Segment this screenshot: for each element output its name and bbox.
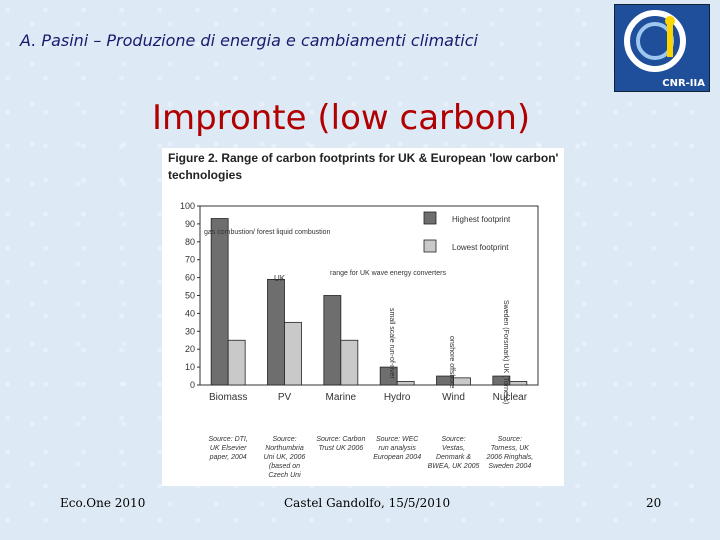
bar-lowest <box>340 339 359 386</box>
source-note: Source: Torness, UK 2006 Ringhals, Sweden 2… <box>485 436 533 470</box>
source-line: Denmark & <box>436 454 471 461</box>
annotation: Sweden (Forsmark) UK (Torness) <box>502 300 509 404</box>
source-line: Source: <box>498 436 522 443</box>
source-note: Source: DTI, UK Elsevier paper, 2004 <box>209 436 248 461</box>
y-tick-label: 80 <box>185 237 195 247</box>
annotation: UK <box>274 274 286 283</box>
source-line: BWEA, UK 2005 <box>428 463 480 470</box>
source-line: Torness, UK <box>491 445 530 452</box>
x-tick-label: Hydro <box>384 392 411 403</box>
source-line: Czech Uni <box>268 472 301 479</box>
source-line: Source: WEC <box>376 436 419 443</box>
legend-swatch <box>423 239 437 253</box>
y-tick-label: 10 <box>185 362 195 372</box>
y-tick-label: 70 <box>185 255 195 265</box>
source-line: run analysis <box>378 445 416 452</box>
source-line: Source: <box>272 436 296 443</box>
source-line: Source: Carbon <box>316 436 365 443</box>
source-line: Vestas, <box>442 445 465 452</box>
source-note: Source: Vestas, Denmark & BWEA, UK 2005 <box>428 436 480 470</box>
chart-title: Figure 2. Range of carbon footprints for… <box>168 151 559 182</box>
source-note: Source: Northumbria Uni UK, 2006 (based on C… <box>264 436 306 479</box>
source-line: Sweden 2004 <box>488 463 531 470</box>
source-line: paper, 2004 <box>209 454 247 461</box>
source-note: Source: Carbon Trust UK 2006 <box>316 436 365 452</box>
footer-left: Eco.One 2010 <box>60 496 146 510</box>
bar-lowest <box>284 321 302 386</box>
source-line: 2006 Ringhals, <box>485 454 533 461</box>
x-tick-label: Wind <box>442 392 465 403</box>
source-line: Source: <box>441 436 465 443</box>
y-tick-label: 0 <box>190 380 195 390</box>
source-line: Source: DTI, <box>209 436 248 443</box>
cnr-iia-logo: CNR-IIA <box>614 4 710 92</box>
footer-center: Castel Gandolfo, 15/5/2010 <box>284 496 451 510</box>
annotation: gas combustion/ forest liquid combustion <box>204 229 331 236</box>
bar-highest <box>492 375 511 386</box>
y-tick-label: 20 <box>185 344 195 354</box>
bar-highest <box>267 278 285 386</box>
source-line: UK Elsevier <box>210 445 247 452</box>
page-number: 20 <box>646 496 662 510</box>
bar-lowest <box>453 377 471 386</box>
x-tick-label: PV <box>278 392 292 403</box>
logo-text: CNR-IIA <box>662 78 705 89</box>
y-tick-label: 30 <box>185 326 195 336</box>
source-note: Source: WEC run analysis European 2004 <box>373 436 421 461</box>
bar-highest <box>210 218 229 386</box>
y-tick-label: 50 <box>185 291 195 301</box>
bar-chart: 0 10 20 30 40 50 60 70 80 90 100 Biomass PV Marine Hyd… <box>180 201 539 479</box>
chart-figure: Figure 2. Range of carbon footprints for… <box>162 148 564 486</box>
y-tick-label: 90 <box>185 219 195 229</box>
header-title: A. Pasini – Produzione di energia e camb… <box>20 31 478 50</box>
bar-highest <box>379 366 398 386</box>
annotation: small scale run-of-river <box>388 308 395 379</box>
bar-lowest <box>509 381 528 386</box>
bar-lowest <box>396 381 415 386</box>
legend-label: Lowest footprint <box>452 243 509 252</box>
y-tick-label: 100 <box>180 201 195 211</box>
x-tick-label: Nuclear <box>493 392 528 403</box>
source-line: Northumbria <box>265 445 304 452</box>
source-line: (based on <box>269 463 300 470</box>
source-line: Trust UK 2006 <box>319 445 364 452</box>
logo-emblem-icon <box>624 10 686 72</box>
source-line: Uni UK, 2006 <box>264 454 306 461</box>
y-tick-label: 60 <box>185 273 195 283</box>
annotation: onshore offshore <box>448 336 455 389</box>
annotation: range for UK wave energy converters <box>330 270 446 277</box>
legend-swatch <box>423 211 437 225</box>
x-tick-label: Marine <box>326 392 357 403</box>
bar-highest <box>323 295 342 386</box>
source-line: European 2004 <box>373 454 421 461</box>
x-tick-label: Biomass <box>209 392 247 403</box>
bar-lowest <box>227 339 246 386</box>
slide-title: Impronte (low carbon) <box>152 98 531 138</box>
y-tick-label: 40 <box>185 308 195 318</box>
legend-label: Highest footprint <box>452 215 511 224</box>
